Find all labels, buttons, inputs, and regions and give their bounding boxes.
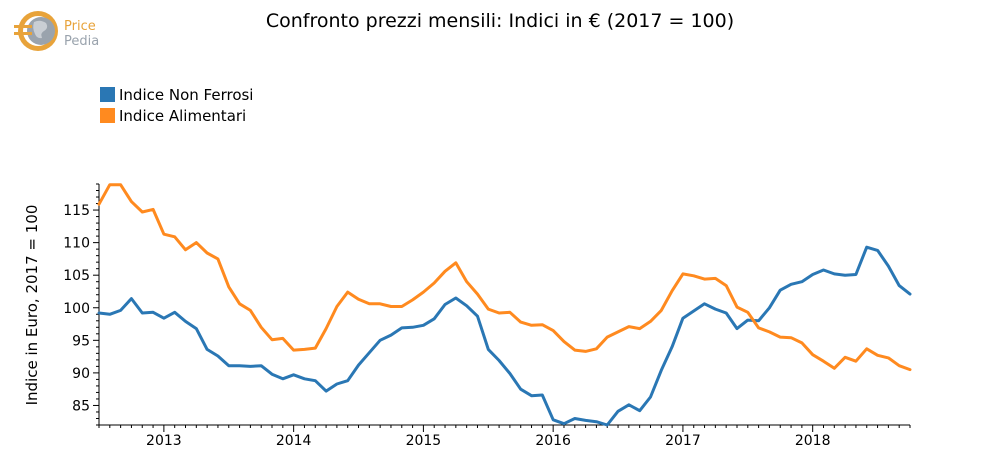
x-tick-label: 2014 — [276, 433, 312, 449]
y-tick-label: 90 — [72, 366, 90, 382]
chart-title: Confronto prezzi mensili: Indici in € (2… — [265, 10, 735, 32]
legend-item-non-ferrosi[interactable]: Indice Non Ferrosi — [100, 84, 253, 105]
y-tick-label: 85 — [72, 398, 90, 414]
legend-label: Indice Alimentari — [119, 106, 247, 125]
x-tick-label: 2015 — [406, 433, 442, 449]
logo-line2: Pedia — [64, 34, 99, 49]
series-line-alimentari — [97, 183, 912, 372]
legend-item-alimentari[interactable]: Indice Alimentari — [100, 105, 253, 126]
y-tick-label: 95 — [72, 333, 90, 349]
y-axis-label: Indice in Euro, 2017 = 100 — [23, 205, 41, 406]
series-line-non-ferrosi — [97, 245, 912, 427]
x-tick-label: 2017 — [665, 433, 701, 449]
pricepedia-logo: Price Pedia — [14, 11, 99, 51]
y-tick-label: 100 — [63, 301, 90, 317]
x-tick-label: 2018 — [795, 433, 831, 449]
y-tick-label: 110 — [63, 236, 90, 252]
chart-lines — [97, 183, 912, 427]
legend-swatch-blue — [100, 87, 115, 102]
euro-globe-icon — [14, 11, 58, 51]
logo-line1: Price — [64, 19, 96, 34]
x-tick-label: 2013 — [146, 433, 182, 449]
y-tick-label: 115 — [63, 203, 90, 219]
chart-axes: 85 90 95 100 105 110 115 2013 2014 2015 2016 2017 20… — [63, 183, 911, 449]
legend: Indice Non Ferrosi Indice Alimentari — [100, 84, 253, 126]
y-tick-label: 105 — [63, 268, 90, 284]
legend-label: Indice Non Ferrosi — [119, 85, 254, 104]
x-tick-label: 2016 — [535, 433, 571, 449]
legend-swatch-orange — [100, 108, 115, 123]
